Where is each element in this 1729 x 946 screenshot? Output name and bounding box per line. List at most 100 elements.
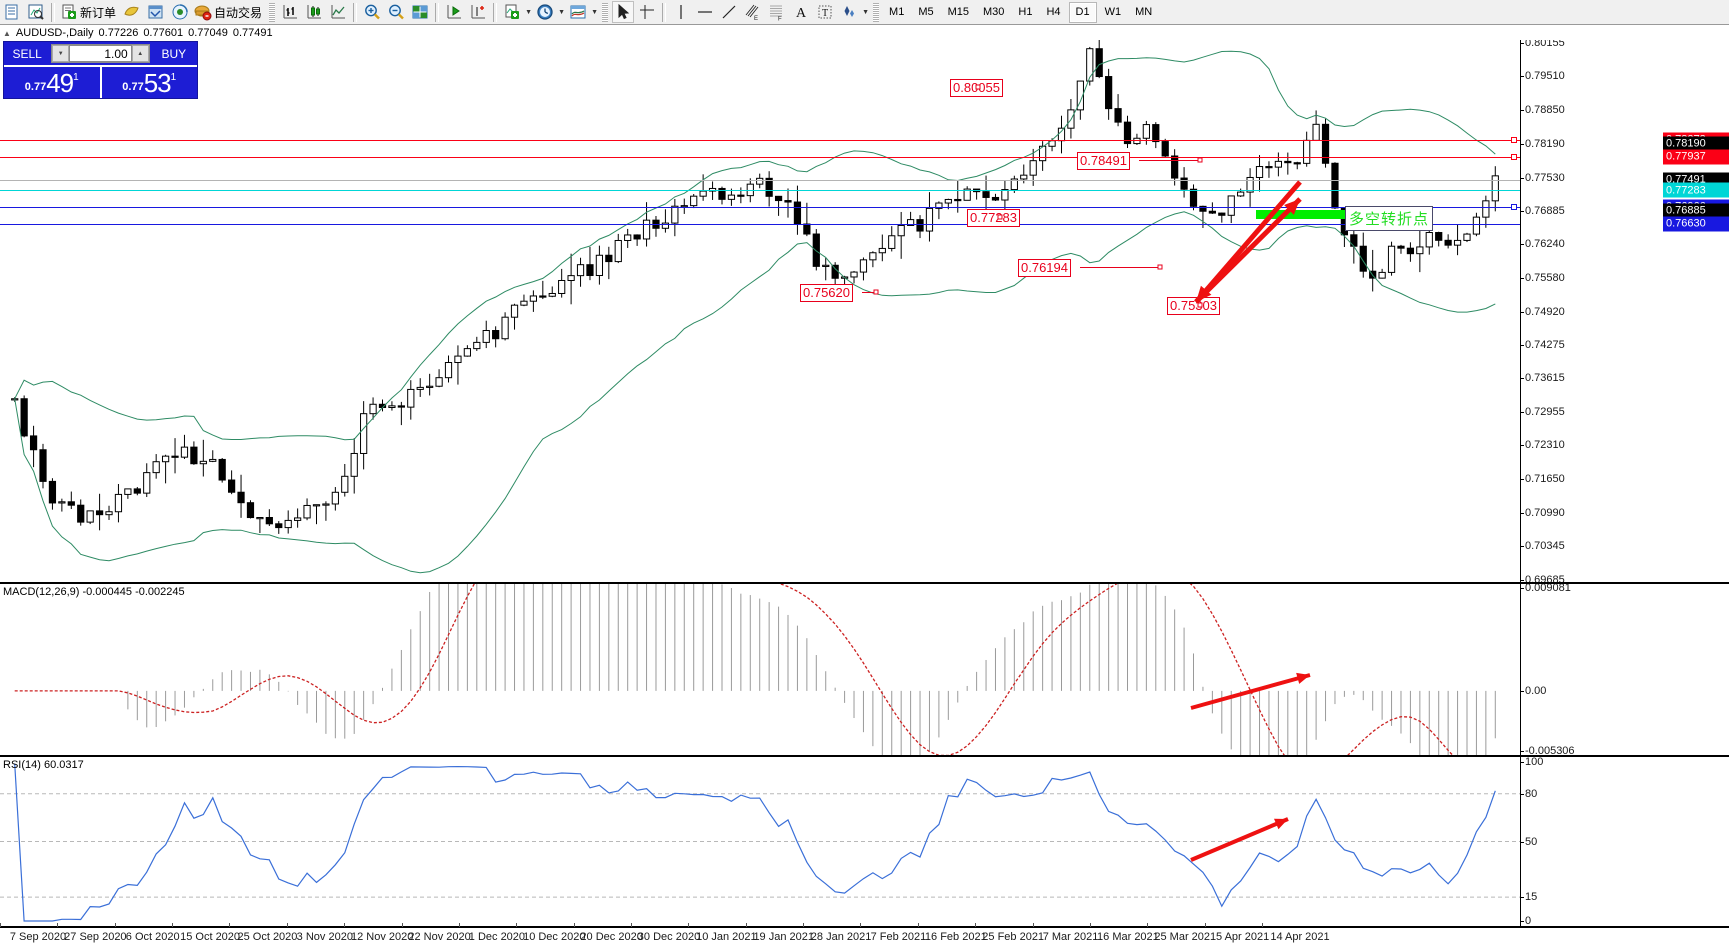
- callout-anchor-dot[interactable]: [997, 214, 1003, 220]
- zoom-in-icon[interactable]: [361, 1, 383, 23]
- price-pane[interactable]: 0.800550.784910.772830.761940.756200.753…: [0, 40, 1729, 583]
- new-order-button[interactable]: 新订单: [59, 1, 119, 23]
- green-horizontal-band[interactable]: [1256, 210, 1389, 219]
- horizontal-level-line[interactable]: [0, 223, 1520, 225]
- rsi-red-arrow[interactable]: [1190, 817, 1289, 862]
- level-line-handle[interactable]: [1511, 153, 1517, 160]
- price-callout-label[interactable]: 0.77283: [967, 209, 1020, 227]
- volume-stepper[interactable]: ▼ 1.00 ▲: [51, 44, 150, 63]
- price-y-axis[interactable]: 0.80155 0.79510 0.78850 0.78190 0.77530 0.768…: [1520, 40, 1729, 582]
- chevron-down-icon[interactable]: ▼: [862, 8, 869, 16]
- chevron-down-icon[interactable]: ▼: [558, 8, 565, 16]
- horizontal-level-line[interactable]: [0, 206, 1520, 208]
- shapes-icon[interactable]: [838, 1, 860, 23]
- terminal-icon[interactable]: [1, 1, 23, 23]
- price-callout-label[interactable]: 0.75620: [800, 284, 853, 302]
- timeframe-m5[interactable]: M5: [918, 6, 934, 18]
- horizontal-line-icon[interactable]: [694, 1, 716, 23]
- buy-button[interactable]: BUY: [161, 46, 187, 61]
- collapse-arrow-icon[interactable]: ▲: [3, 28, 11, 38]
- candlestick-chart-icon[interactable]: [303, 1, 325, 23]
- rsi-indicator-label: RSI(14) 60.0317: [3, 759, 84, 771]
- chinese-annotation-label[interactable]: 多空转折点: [1345, 206, 1434, 231]
- horizontal-level-line[interactable]: [0, 190, 1520, 192]
- timeframe-m15[interactable]: M15: [947, 6, 969, 18]
- level-line-handle[interactable]: [1511, 136, 1517, 143]
- market-watch-icon[interactable]: [169, 1, 191, 23]
- chevron-down-icon[interactable]: ▼: [591, 8, 598, 16]
- timeframe-m30[interactable]: M30: [983, 6, 1005, 18]
- data-window-icon[interactable]: [25, 1, 47, 23]
- callout-anchor-dot[interactable]: [1157, 264, 1163, 270]
- horizontal-level-line[interactable]: [0, 156, 1520, 158]
- macd-red-arrow[interactable]: [1190, 672, 1311, 710]
- price-level-label[interactable]: 0.76630: [1663, 216, 1729, 232]
- autotrading-button[interactable]: 自动交易: [193, 1, 265, 23]
- callout-anchor-dot[interactable]: [1197, 157, 1203, 163]
- rsi-pane[interactable]: RSI(14) 60.0317 100 80 50 15 0: [0, 756, 1729, 927]
- horizontal-level-line[interactable]: [0, 179, 1520, 181]
- price-level-label[interactable]: 0.77937: [1663, 149, 1729, 165]
- line-chart-icon[interactable]: [327, 1, 349, 23]
- price-level-label[interactable]: 0.76885: [1663, 203, 1729, 219]
- price-level-label[interactable]: 0.78190: [1663, 136, 1729, 152]
- cursor-icon[interactable]: [612, 1, 635, 23]
- timeframe-mn[interactable]: MN: [1135, 6, 1153, 18]
- callout-anchor-dot[interactable]: [975, 84, 981, 90]
- toolbar-grip[interactable]: [873, 2, 880, 22]
- chart-shift-icon[interactable]: [443, 1, 465, 23]
- date-tick-label: 10 Dec 2020: [523, 931, 586, 943]
- rsi-plot[interactable]: [0, 757, 1520, 926]
- add-indicator-icon[interactable]: [501, 1, 523, 23]
- macd-pane[interactable]: MACD(12,26,9) -0.000445 -0.002245 0.0090…: [0, 583, 1729, 756]
- expert-advisors-icon[interactable]: [121, 1, 143, 23]
- date-tick-label: 30 Dec 2020: [637, 931, 701, 943]
- buy-price[interactable]: 0.77 53 1: [101, 65, 197, 98]
- zoom-out-icon[interactable]: [385, 1, 407, 23]
- volume-decrease-icon[interactable]: ▼: [52, 45, 70, 62]
- crosshair-icon[interactable]: [636, 1, 658, 23]
- timeframe-w1[interactable]: W1: [1104, 6, 1122, 18]
- horizontal-level-line[interactable]: [0, 139, 1520, 141]
- timeframe-h1[interactable]: H1: [1018, 6, 1033, 18]
- rsi-y-axis[interactable]: 100 80 50 15 0: [1520, 757, 1729, 926]
- sell-button[interactable]: SELL: [12, 46, 42, 61]
- bar-chart-icon[interactable]: [279, 1, 301, 23]
- volume-increase-icon[interactable]: ▲: [131, 45, 149, 62]
- timeframe-d1[interactable]: D1: [1068, 1, 1097, 23]
- price-plot[interactable]: 0.800550.784910.772830.761940.756200.753…: [0, 40, 1520, 582]
- date-tick-label: 14 Apr 2021: [1270, 931, 1330, 943]
- price-callout-label[interactable]: 0.78491: [1077, 152, 1130, 170]
- navigator-icon[interactable]: [145, 1, 167, 23]
- sell-price[interactable]: 0.77 49 1: [4, 65, 102, 98]
- level-line-handle[interactable]: [1511, 203, 1517, 210]
- price-callout-label[interactable]: 0.76194: [1018, 259, 1071, 277]
- date-tick-mark: [917, 923, 919, 927]
- callout-anchor-dot[interactable]: [873, 289, 879, 295]
- chevron-down-icon[interactable]: ▼: [525, 8, 532, 16]
- fibonacci-icon[interactable]: F: [766, 1, 788, 23]
- templates-icon[interactable]: [567, 1, 589, 23]
- volume-value[interactable]: 1.00: [69, 45, 132, 62]
- timeframe-m1[interactable]: M1: [889, 6, 905, 18]
- toolbar-separator: [51, 2, 55, 22]
- buy-price-prefix: 0.77: [122, 81, 144, 93]
- macd-plot[interactable]: [0, 584, 1520, 755]
- trendline-icon[interactable]: [718, 1, 740, 23]
- toolbar-grip[interactable]: [269, 2, 276, 22]
- vertical-line-icon[interactable]: [670, 1, 692, 23]
- date-axis[interactable]: 7 Sep 2020 27 Sep 2020 6 Oct 2020 15 Oct 20…: [0, 923, 1729, 946]
- price-tick: 0.70990: [1521, 507, 1565, 520]
- price-level-label[interactable]: 0.77283: [1663, 182, 1729, 198]
- grid-icon[interactable]: [409, 1, 431, 23]
- price-callout-label[interactable]: 0.75303: [1167, 297, 1220, 315]
- timeframe-h4[interactable]: H4: [1046, 6, 1061, 18]
- macd-y-axis[interactable]: 0.009081 0.00 -0.005306: [1520, 584, 1729, 755]
- callout-anchor-dot[interactable]: [1197, 302, 1203, 308]
- text-icon[interactable]: A: [790, 1, 812, 23]
- equidistant-channel-icon[interactable]: E: [742, 1, 764, 23]
- period-icon[interactable]: [534, 1, 556, 23]
- auto-scroll-icon[interactable]: [467, 1, 489, 23]
- text-label-icon[interactable]: T: [814, 1, 836, 23]
- toolbar-grip[interactable]: [602, 2, 609, 22]
